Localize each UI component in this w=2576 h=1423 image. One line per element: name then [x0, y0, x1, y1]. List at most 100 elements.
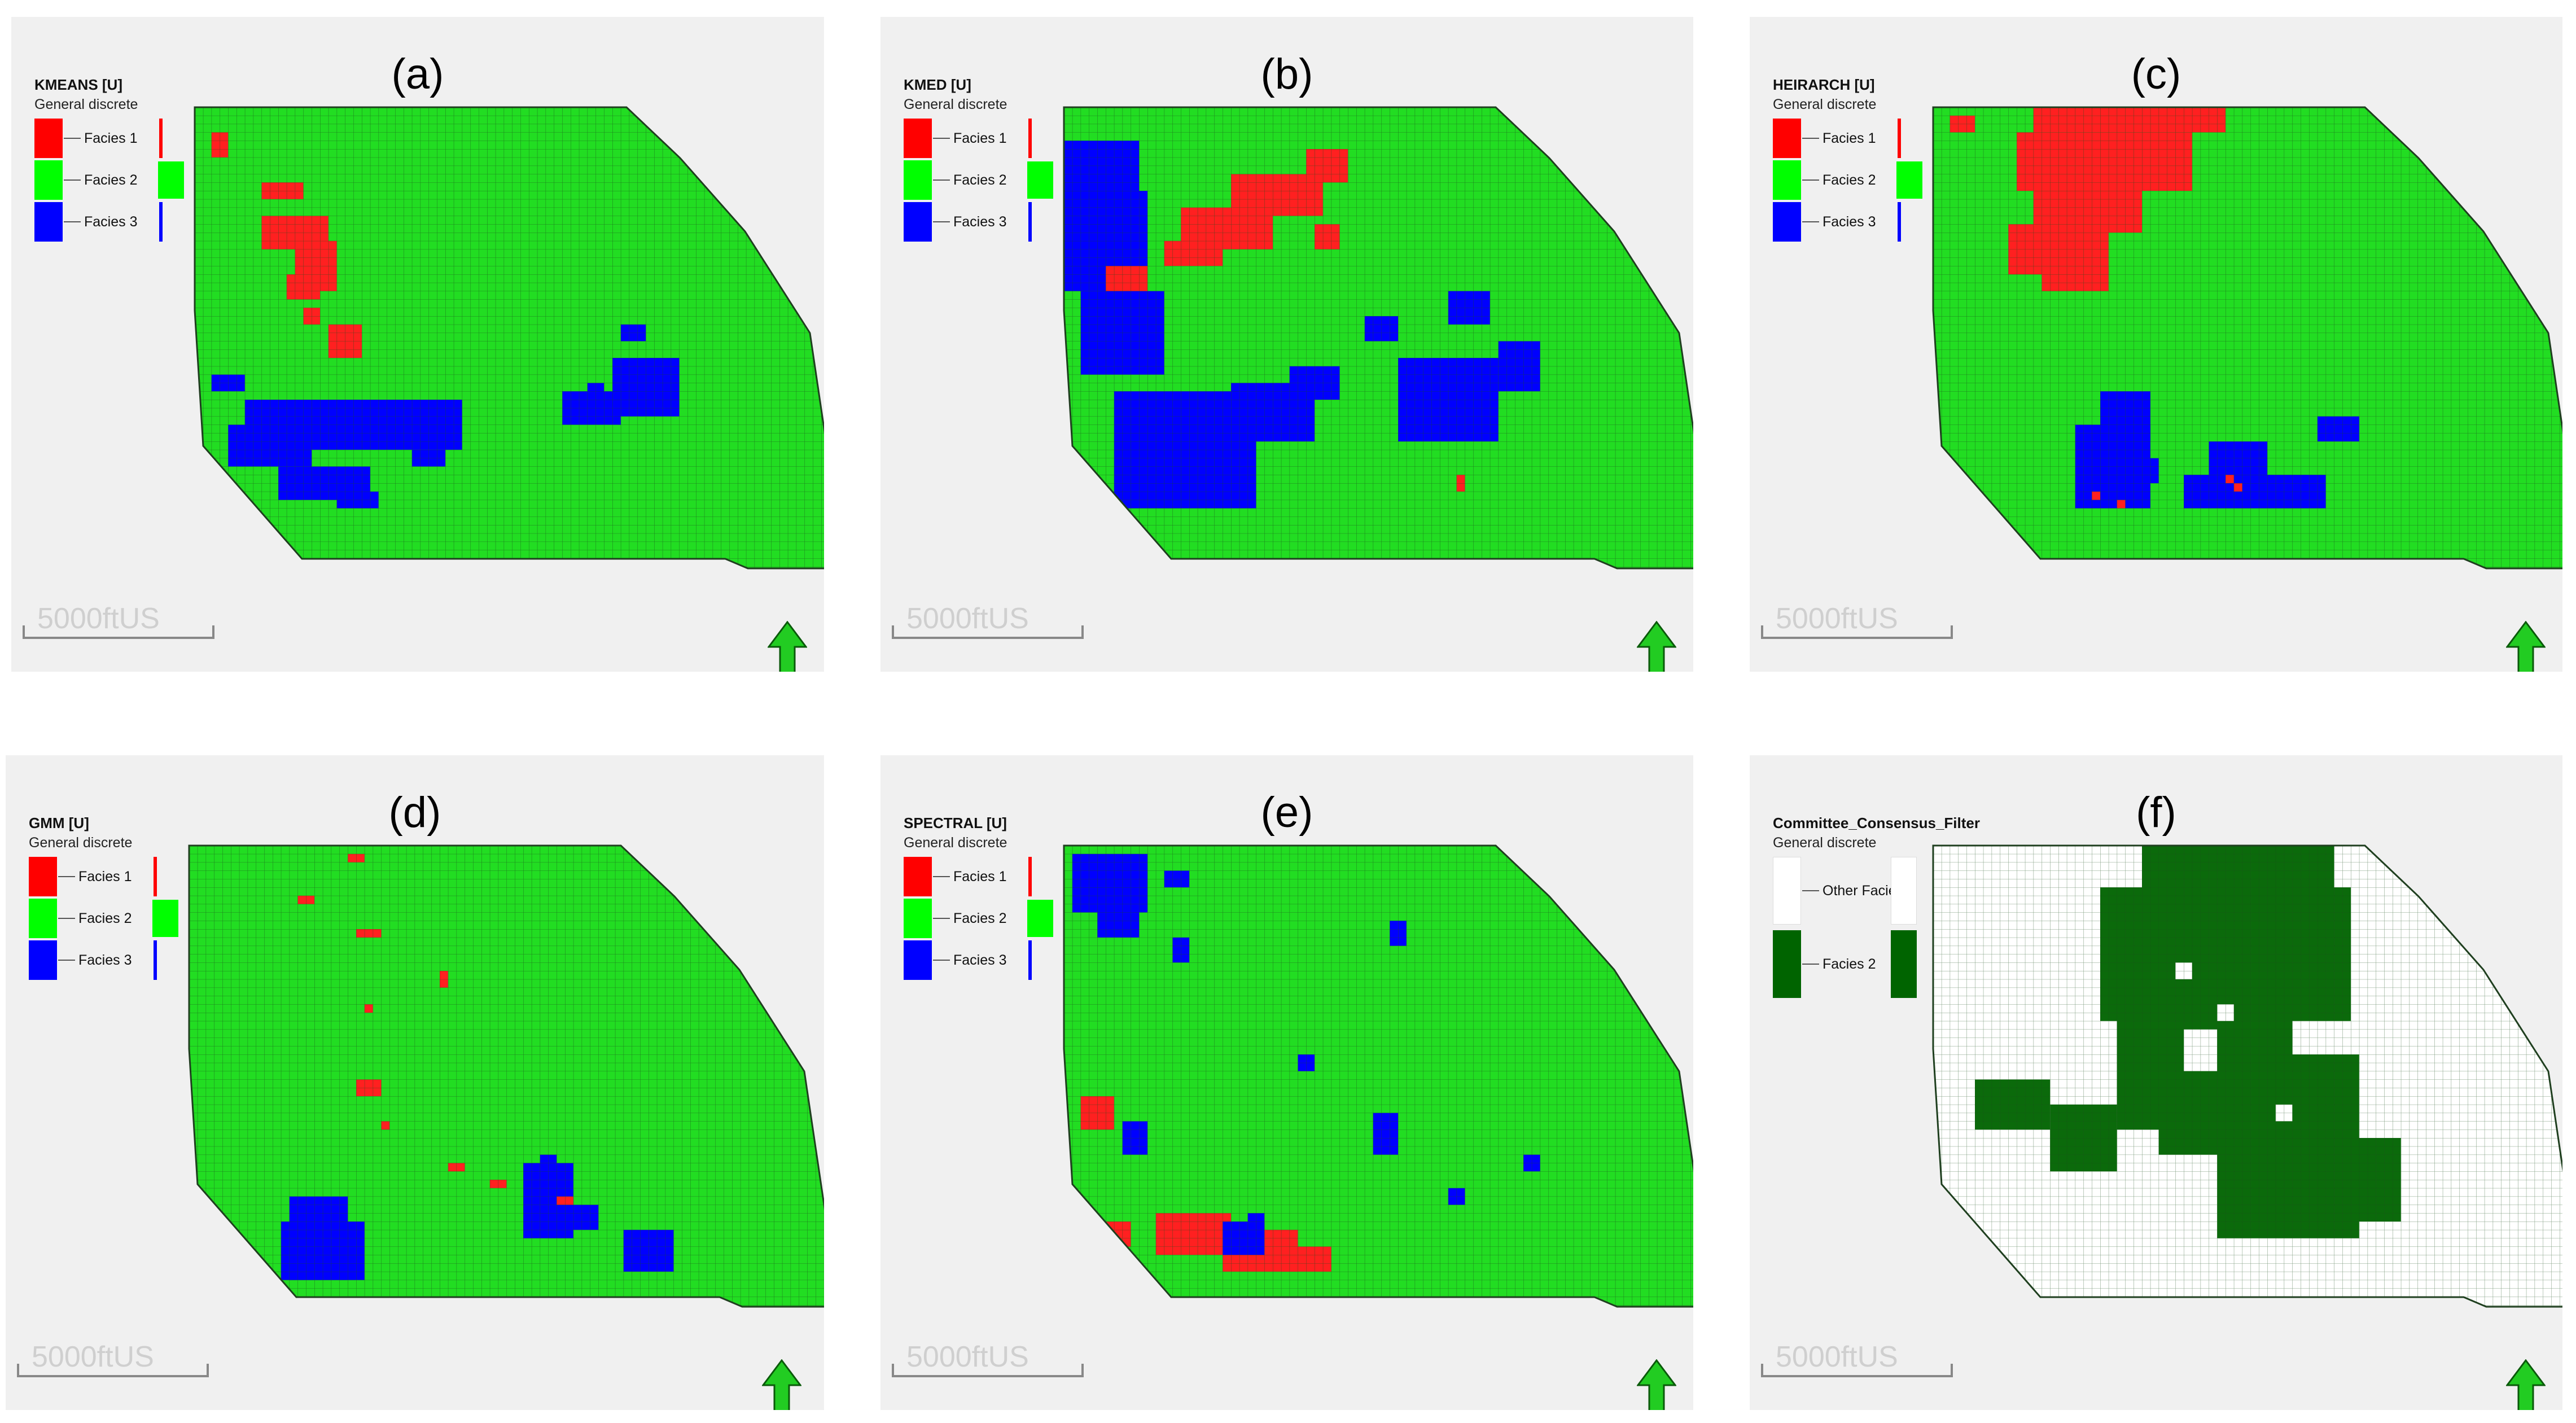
cell-grid [1933, 107, 2562, 568]
legend-item: Facies 2 [29, 899, 209, 938]
legend-leader-line [58, 960, 75, 961]
map-panel-b: (b) KMED [U] General discrete Facies 1 Facie… [880, 17, 1693, 672]
scale-bar: 5000ftUS [1761, 602, 1953, 643]
scale-bar-label: 5000ftUS [906, 602, 1029, 635]
legend-histogram-bar [1028, 940, 1032, 980]
legend-leader-line [1802, 138, 1819, 139]
legend-label: Facies 2 [1823, 172, 1876, 188]
legend-label: Facies 3 [78, 952, 132, 968]
scale-bar-tick [892, 625, 894, 639]
legend-swatch [34, 202, 63, 242]
scale-bar-label: 5000ftUS [32, 1341, 154, 1373]
cell-grid [195, 107, 824, 568]
scale-bar-tick [892, 1364, 894, 1377]
legend-label: Facies 3 [953, 952, 1007, 968]
scale-bar-line [23, 637, 214, 639]
legend-template-name: General discrete [1773, 97, 1877, 112]
legend-leader-line [58, 918, 75, 919]
north-arrow-icon [2506, 1359, 2546, 1410]
scale-bar-line [1761, 637, 1953, 639]
legend-property-name: Committee_Consensus_Filter [1773, 815, 1980, 831]
cell-grid [1064, 107, 1693, 568]
legend-leader-line [64, 138, 81, 139]
legend-histogram-bar [1891, 930, 1917, 998]
legend-item: Facies 1 [29, 857, 209, 896]
legend-label: Facies 2 [1823, 956, 1876, 972]
legend-swatch [904, 940, 932, 980]
legend-histogram-bar [154, 857, 157, 896]
legend-leader-line [64, 179, 81, 181]
legend-histogram-bar [159, 119, 163, 158]
legend-histogram-bar [1898, 119, 1901, 158]
legend-leader-line [933, 138, 950, 139]
legend-leader-line [1802, 221, 1819, 222]
facies-grid-map [1063, 844, 1693, 1308]
legend-property-name: SPECTRAL [U] [904, 815, 1007, 831]
legend-histogram-bar [1898, 202, 1901, 242]
scale-bar: 5000ftUS [23, 602, 214, 643]
legend-label: Facies 3 [84, 214, 138, 230]
legend-item: Facies 3 [29, 940, 209, 980]
legend-histogram-bar [152, 900, 178, 937]
legend-swatch [904, 202, 932, 242]
scale-bar: 5000ftUS [1761, 1341, 1953, 1382]
scale-bar-line [1761, 1375, 1953, 1377]
scale-bar-label: 5000ftUS [1776, 602, 1898, 635]
scale-bar-tick [17, 1364, 19, 1377]
legend-leader-line [933, 876, 950, 877]
legend-label: Facies 1 [1823, 130, 1876, 146]
panel-label: (a) [391, 50, 444, 98]
map-panel-e: (e) SPECTRAL [U] General discrete Facies 1 F… [880, 755, 1693, 1410]
scale-bar-tick [1761, 1364, 1763, 1377]
facies-grid-map [1932, 844, 2562, 1308]
facies-grid-map [194, 106, 824, 570]
legend-leader-line [64, 221, 81, 222]
legend-swatch [29, 899, 57, 938]
legend-swatch [904, 119, 932, 158]
scale-bar-tick [23, 625, 25, 639]
legend-histogram-bar [1027, 900, 1053, 937]
legend-template-name: General discrete [1773, 835, 1877, 851]
legend-label: Facies 1 [953, 869, 1007, 885]
legend-item: Other Facies [1773, 857, 1953, 925]
legend-item: Facies 1 [1773, 119, 1953, 158]
legend-label: Facies 2 [78, 910, 132, 926]
cell-grid [1933, 846, 2562, 1307]
scale-bar-tick [1951, 625, 1953, 639]
scale-bar-tick [1761, 625, 1763, 639]
panel-label: (e) [1260, 789, 1313, 837]
legend-histogram-bar [1028, 202, 1032, 242]
legend-swatch [29, 857, 57, 896]
legend-leader-line [1802, 179, 1819, 181]
map-outline [1932, 844, 2562, 1308]
legend-swatch [1773, 202, 1801, 242]
legend-label: Other Facies [1823, 883, 1904, 899]
scale-bar: 5000ftUS [892, 602, 1084, 643]
scale-bar-label: 5000ftUS [37, 602, 160, 635]
legend-item: Facies 1 [904, 857, 1084, 896]
legend-label: Facies 2 [84, 172, 138, 188]
legend-item: Facies 3 [904, 940, 1084, 980]
cell-grid [1064, 846, 1693, 1307]
legend-property-name: GMM [U] [29, 815, 89, 831]
legend-histogram-bar [1891, 857, 1917, 925]
legend-label: Facies 3 [953, 214, 1007, 230]
legend-leader-line [1802, 964, 1819, 965]
legend-leader-line [1802, 890, 1819, 891]
facies-grid-map [1932, 106, 2562, 570]
north-arrow-icon [768, 621, 807, 672]
legend-item: Facies 3 [1773, 202, 1953, 242]
panel-label: (b) [1260, 50, 1313, 98]
map-panel-a: (a) KMEANS [U] General discrete Facies 1 Fac… [11, 17, 824, 672]
legend-swatch [1773, 930, 1801, 998]
legend-item: Facies 3 [904, 202, 1084, 242]
legend-label: Facies 2 [953, 172, 1007, 188]
legend-swatch [904, 160, 932, 200]
scale-bar-tick [212, 625, 214, 639]
scale-bar: 5000ftUS [892, 1341, 1084, 1382]
legend-template-name: General discrete [29, 835, 133, 851]
legend-swatch [1773, 160, 1801, 200]
legend-leader-line [58, 876, 75, 877]
legend-histogram-bar [154, 940, 157, 980]
north-arrow-icon [1637, 621, 1676, 672]
